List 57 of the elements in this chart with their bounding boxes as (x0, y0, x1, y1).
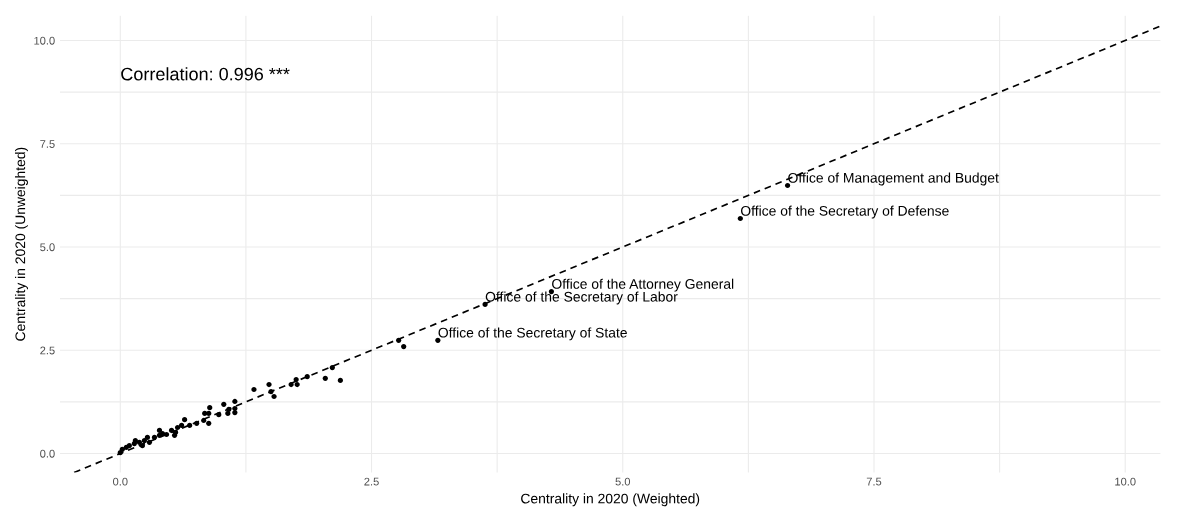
point (206, 420, 212, 426)
y-tick-label: 2.5 (40, 346, 55, 355)
annotation: Office of the Attorney General (552, 278, 734, 292)
y-tick-label: 0.0 (40, 449, 55, 458)
point (216, 412, 222, 418)
point (174, 424, 181, 431)
point (139, 443, 145, 449)
point (225, 410, 231, 417)
point (266, 381, 272, 388)
x-axis-title: Centrality in 2020 (Weighted) (521, 493, 700, 507)
y-tick-label: 10.0 (34, 36, 55, 45)
point (322, 375, 328, 381)
point (401, 343, 407, 350)
y-axis-title: Centrality in 2020 (Unweighted) (15, 147, 28, 341)
point (141, 438, 148, 444)
x-tick-label: 2.5 (364, 477, 379, 486)
point (737, 215, 743, 222)
point (271, 393, 277, 400)
point (202, 410, 208, 417)
point (396, 337, 402, 343)
x-tick-label: 5.0 (615, 477, 631, 486)
point (329, 365, 335, 371)
x-tick-label: 7.5 (866, 477, 882, 486)
annotation: Office of Management and Budget (788, 172, 999, 186)
point (232, 398, 238, 405)
point (293, 376, 299, 383)
point (288, 381, 294, 388)
point (337, 377, 343, 384)
x-tick-label: 10.0 (1115, 477, 1136, 486)
point (268, 388, 274, 395)
point (163, 431, 170, 438)
y-tick-label: 7.5 (40, 140, 55, 148)
point (294, 381, 300, 388)
annotation: Correlation: 0.996 *** (121, 67, 290, 81)
point (144, 434, 151, 440)
point (201, 417, 207, 424)
point (207, 405, 213, 411)
point (146, 439, 153, 445)
point (482, 301, 488, 308)
point (156, 427, 163, 433)
y-tick-label: 5.0 (40, 243, 55, 252)
point (168, 427, 175, 433)
point (182, 417, 188, 423)
point (784, 182, 791, 189)
point (179, 422, 185, 429)
x-tick-label: 0.0 (113, 477, 128, 486)
annotation: Office of the Secretary of State (438, 327, 627, 341)
point (187, 422, 193, 429)
point (151, 434, 158, 440)
point (194, 420, 200, 426)
point (117, 450, 123, 456)
point (221, 401, 227, 407)
point (304, 374, 310, 380)
annotation: Office of the Secretary of Defense (741, 205, 949, 219)
point (232, 410, 238, 416)
point (435, 337, 441, 343)
point (251, 386, 257, 393)
